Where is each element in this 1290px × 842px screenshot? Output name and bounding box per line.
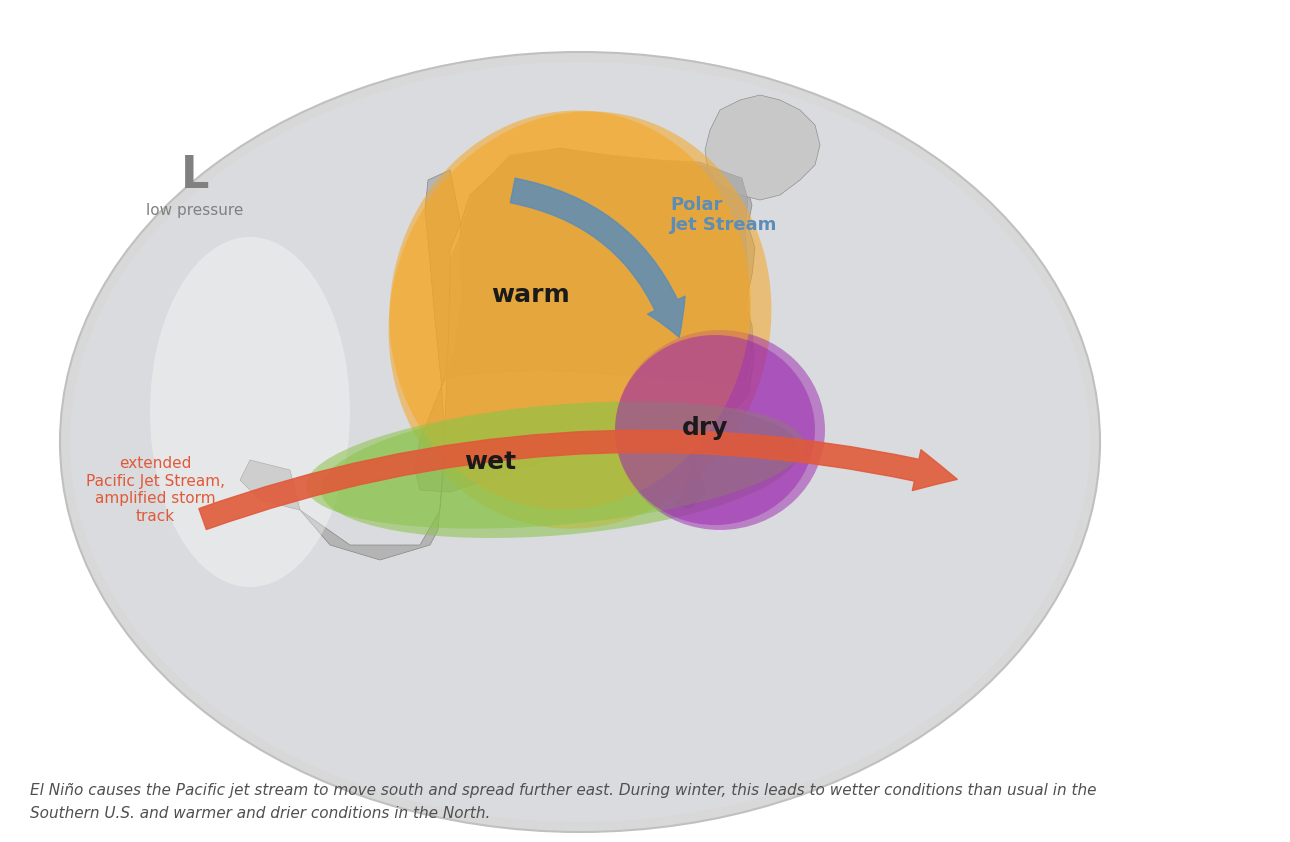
Ellipse shape [321, 402, 799, 538]
Text: low pressure: low pressure [146, 202, 244, 217]
Text: wet: wet [464, 450, 516, 474]
Polygon shape [706, 95, 820, 200]
Text: Polar
Jet Stream: Polar Jet Stream [670, 195, 778, 234]
Ellipse shape [390, 110, 751, 509]
Text: El Niño causes the Pacific jet stream to move south and spread further east. Dur: El Niño causes the Pacific jet stream to… [30, 782, 1096, 797]
Ellipse shape [615, 330, 826, 530]
Text: warm: warm [490, 283, 569, 307]
Polygon shape [440, 148, 752, 390]
FancyArrowPatch shape [511, 179, 685, 338]
Ellipse shape [150, 237, 350, 587]
FancyArrowPatch shape [199, 430, 957, 530]
Polygon shape [240, 148, 755, 560]
Ellipse shape [306, 402, 804, 529]
Ellipse shape [61, 52, 1100, 832]
Text: extended
Pacific Jet Stream,
amplified storm
track: extended Pacific Jet Stream, amplified s… [85, 456, 224, 524]
Ellipse shape [70, 62, 1090, 822]
Ellipse shape [615, 335, 815, 525]
Ellipse shape [388, 111, 771, 529]
Text: dry: dry [681, 416, 729, 440]
Text: Southern U.S. and warmer and drier conditions in the North.: Southern U.S. and warmer and drier condi… [30, 807, 490, 822]
Text: L: L [181, 153, 209, 196]
